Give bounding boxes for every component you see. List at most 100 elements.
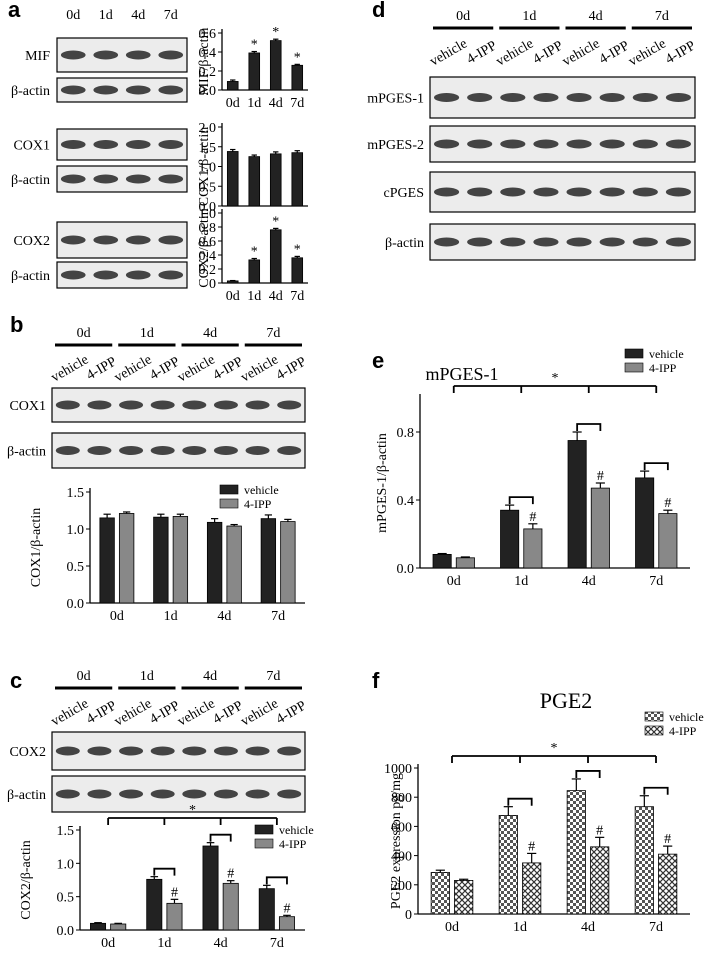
blot-band xyxy=(599,187,625,197)
blot-band xyxy=(60,235,86,245)
time-label: 0d xyxy=(456,9,470,24)
bar xyxy=(269,229,282,284)
y-tick-label: 0.6 xyxy=(199,235,217,250)
panel-letter: c xyxy=(10,668,22,693)
bar xyxy=(430,871,450,915)
y-tick-label: 0.5 xyxy=(199,180,217,195)
blot-band xyxy=(60,140,86,149)
blot-band xyxy=(599,139,625,149)
blot-band xyxy=(500,93,526,102)
legend-swatch xyxy=(219,498,239,509)
lane-label: 4-IPP xyxy=(84,354,119,383)
significance-marker: # xyxy=(283,901,290,916)
lane-label: 4-IPP xyxy=(274,354,309,383)
blot-band xyxy=(533,93,559,102)
time-label: 7d xyxy=(266,669,280,684)
blot-band xyxy=(433,139,460,149)
bar xyxy=(291,257,304,284)
y-tick-label: 0.5 xyxy=(57,891,75,906)
y-tick-label: 1.0 xyxy=(67,523,85,538)
comparison-bracket xyxy=(508,496,534,505)
blot-band xyxy=(566,237,592,247)
x-tick-label: 4d xyxy=(582,574,596,589)
bar xyxy=(454,880,474,915)
x-tick-label: 7d xyxy=(270,936,284,951)
blot-band xyxy=(158,50,184,60)
blot-band xyxy=(566,187,592,197)
significance-marker: # xyxy=(227,867,234,882)
blot-row-label: COX2 xyxy=(9,745,46,760)
y-tick-label: 0.4 xyxy=(397,494,415,509)
lane-label: 4-IPP xyxy=(464,38,499,67)
x-tick-label: 7d xyxy=(649,574,663,589)
y-tick-label: 400 xyxy=(391,850,412,865)
blot-band xyxy=(125,174,151,184)
time-label: 4d xyxy=(589,9,603,24)
blot-band xyxy=(93,50,119,60)
blot-row-label: COX1 xyxy=(9,399,46,414)
blot-row-label: β-actin xyxy=(385,236,424,251)
blot-band xyxy=(119,400,144,410)
y-tick-label: 1.0 xyxy=(199,161,217,176)
time-label: 0d xyxy=(77,669,91,684)
bar xyxy=(172,516,189,604)
x-tick-label: 1d xyxy=(164,609,178,624)
significance-marker: # xyxy=(664,832,671,847)
blot-band xyxy=(467,139,493,149)
y-tick-label: 0.0 xyxy=(67,597,85,612)
blot-band xyxy=(119,446,144,455)
comparison-bracket xyxy=(265,876,288,885)
bar xyxy=(498,815,518,915)
significance-marker: # xyxy=(171,885,178,900)
lane-label: 4-IPP xyxy=(274,698,309,727)
y-tick-label: 1.5 xyxy=(57,824,75,839)
blot-band xyxy=(245,446,270,455)
blot-band xyxy=(150,746,175,756)
bar xyxy=(455,557,475,569)
y-tick-label: 0 xyxy=(209,277,216,292)
bar xyxy=(110,923,127,931)
blot-band xyxy=(182,789,207,799)
y-axis-label: COX2/β-actin xyxy=(197,208,212,287)
y-axis-label: mPGES-1/β-actin xyxy=(375,433,390,533)
x-tick-label: 1d xyxy=(514,574,528,589)
legend-label: 4-IPP xyxy=(279,837,307,851)
y-tick-label: 200 xyxy=(391,879,412,894)
y-tick-label: 0 xyxy=(405,908,412,923)
blot-band xyxy=(93,174,119,184)
x-tick-label: 4d xyxy=(581,920,595,935)
lane-label: 4-IPP xyxy=(531,38,566,67)
y-tick-label: 1.5 xyxy=(67,486,85,501)
overall-marker: * xyxy=(551,741,558,756)
y-tick-label: 0.0 xyxy=(397,562,415,577)
bar xyxy=(634,806,654,915)
blot-band xyxy=(93,85,119,95)
comparison-bracket xyxy=(153,867,176,876)
overall-bracket xyxy=(107,817,278,825)
x-tick-label: 0d xyxy=(445,920,459,935)
x-tick-label: 4d xyxy=(269,289,283,304)
bar xyxy=(658,513,678,569)
blot-band xyxy=(182,746,207,756)
blot-band xyxy=(87,746,112,756)
comparison-bracket xyxy=(576,423,602,431)
time-label: 1d xyxy=(140,326,154,341)
lane-label: 4-IPP xyxy=(211,354,246,383)
time-label: 1d xyxy=(140,669,154,684)
bar xyxy=(260,518,277,604)
y-tick-label: 0.0 xyxy=(199,200,217,215)
bar xyxy=(206,521,223,604)
blot-row-label: mPGES-1 xyxy=(367,92,424,107)
blot-band xyxy=(158,174,184,184)
blot-band xyxy=(599,93,625,102)
lane-label: 4-IPP xyxy=(84,698,119,727)
lane-label: 4-IPP xyxy=(211,698,246,727)
blot-band xyxy=(60,270,86,280)
panel-letter: a xyxy=(8,0,21,22)
blot-band xyxy=(245,746,270,756)
legend-label: vehicle xyxy=(649,347,684,361)
blot-band xyxy=(500,237,526,247)
bar xyxy=(500,509,520,569)
significance-marker: * xyxy=(272,214,279,229)
